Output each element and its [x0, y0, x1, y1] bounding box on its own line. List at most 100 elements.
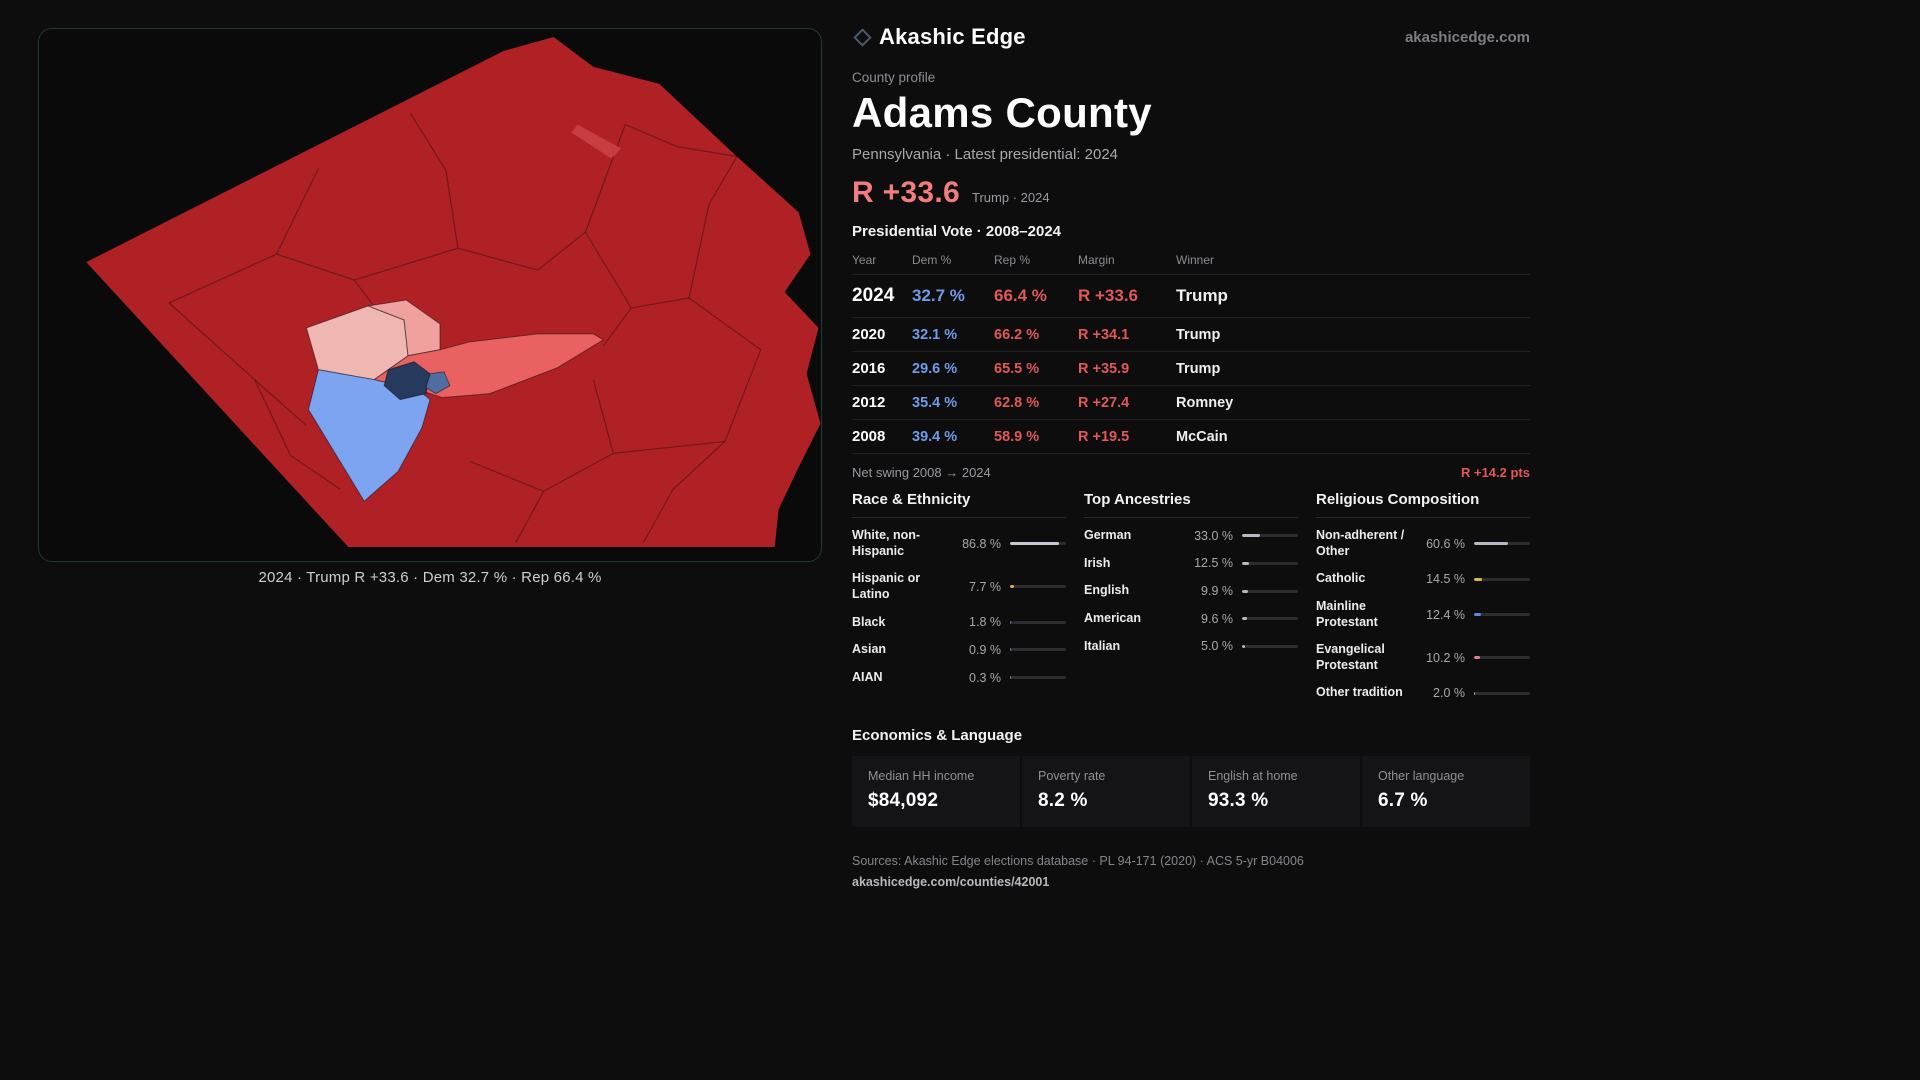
race-ethnicity-column: Race & Ethnicity White, non-Hispanic 86.… — [852, 491, 1066, 707]
headline-margin-note: Trump · 2024 — [972, 190, 1050, 205]
vote-margin: R +27.4 — [1078, 395, 1130, 411]
demo-bar — [1242, 589, 1298, 593]
demo-label: American — [1084, 610, 1141, 625]
economics-stats-strip: Median HH income $84,092 Poverty rate 8.… — [852, 756, 1530, 827]
vote-rep-pct: 65.5 % — [994, 361, 1040, 377]
county-precinct-map[interactable] — [39, 29, 821, 561]
demo-bar — [1474, 577, 1530, 581]
demo-bar — [1474, 656, 1530, 660]
demo-label: English — [1084, 583, 1130, 598]
demo-value: 0.9 % — [969, 642, 1001, 657]
demo-label: Catholic — [1316, 571, 1366, 586]
demographics-section: Race & Ethnicity White, non-Hispanic 86.… — [852, 491, 1530, 707]
ancestries-column: Top Ancestries German 33.0 % Irish 12.5 … — [1084, 491, 1298, 707]
vote-dem-pct: 32.1 % — [912, 327, 958, 343]
demo-label: Mainline Protestant — [1316, 598, 1378, 629]
demo-value: 9.9 % — [1201, 584, 1233, 599]
demo-bar — [1010, 648, 1066, 652]
demo-bar — [1242, 644, 1298, 648]
brand-name[interactable]: Akashic Edge — [879, 24, 1026, 49]
demo-label: Italian — [1084, 638, 1121, 653]
demo-value: 60.6 % — [1426, 536, 1465, 551]
demo-label: Evangelical Protestant — [1316, 642, 1385, 672]
demo-row: AIAN 0.3 % — [852, 664, 1066, 692]
stat-label: Other language — [1378, 769, 1465, 783]
vote-year: 2024 — [852, 285, 895, 306]
vote-winner: McCain — [1176, 429, 1228, 445]
vote-winner: Trump — [1176, 286, 1228, 305]
precinct-dem-dark — [383, 361, 431, 401]
presidential-vote-table: Year Dem % Rep % Margin Winner 2024 32.7… — [852, 244, 1530, 454]
demo-bar — [1010, 542, 1066, 546]
demo-value: 14.5 % — [1426, 572, 1465, 587]
demo-bar — [1474, 691, 1530, 695]
demo-row: Evangelical Protestant 10.2 % — [1316, 636, 1530, 679]
stat-value: 8.2 % — [1038, 790, 1088, 811]
stat-value: 6.7 % — [1378, 790, 1428, 811]
vote-winner: Trump — [1176, 361, 1221, 377]
demo-bar — [1242, 617, 1298, 621]
demo-row: Italian 5.0 % — [1084, 633, 1298, 661]
demo-bar — [1474, 542, 1530, 546]
vote-row-2008: 2008 39.4 % 58.9 % R +19.5 McCain — [852, 420, 1530, 454]
precinct-dem-mid — [425, 371, 451, 395]
economics-title: Economics & Language — [852, 727, 1023, 744]
stat-value: 93.3 % — [1208, 790, 1269, 811]
kicker-label: County profile — [852, 70, 936, 85]
stat-label: Poverty rate — [1038, 769, 1106, 783]
demo-label: Non-adherent / Other — [1316, 528, 1405, 558]
demo-value: 33.0 % — [1194, 528, 1233, 543]
net-swing-value: R +14.2 pts — [1460, 465, 1530, 480]
demo-row: Catholic 14.5 % — [1316, 565, 1530, 593]
demo-value: 0.3 % — [969, 670, 1001, 685]
vote-dem-pct: 32.7 % — [912, 286, 965, 305]
county-outline-shape — [86, 36, 821, 548]
demo-label: Irish — [1084, 555, 1111, 570]
demo-value: 7.7 % — [969, 579, 1001, 594]
vote-year: 2012 — [852, 394, 886, 411]
race-ethnicity-title: Race & Ethnicity — [852, 491, 1066, 518]
demo-label: White, non-Hispanic — [852, 528, 921, 558]
brand-domain-link[interactable]: akashicedge.com — [1404, 28, 1530, 46]
demo-row: White, non-Hispanic 86.8 % — [852, 522, 1066, 565]
vote-year: 2016 — [852, 360, 886, 377]
precinct-light-streak — [571, 124, 622, 159]
demo-bar — [1242, 561, 1298, 565]
vote-row-2024: 2024 32.7 % 66.4 % R +33.6 Trump — [852, 275, 1530, 318]
demo-row: American 9.6 % — [1084, 605, 1298, 633]
precinct-map-panel — [38, 28, 822, 562]
demo-value: 86.8 % — [962, 536, 1001, 551]
demo-row: Other tradition 2.0 % — [1316, 679, 1530, 707]
stat-other-language: Other language 6.7 % — [1362, 756, 1530, 827]
col-header-year: Year — [852, 253, 877, 267]
county-profile-panel: Akashic Edge akashicedge.com County prof… — [852, 24, 1530, 892]
demo-value: 1.8 % — [969, 615, 1001, 630]
demo-row: German 33.0 % — [1084, 522, 1298, 550]
demo-row: Non-adherent / Other 60.6 % — [1316, 522, 1530, 565]
vote-row-2016: 2016 29.6 % 65.5 % R +35.9 Trump — [852, 352, 1530, 386]
demo-label: AIAN — [852, 669, 883, 684]
demo-bar — [1010, 585, 1066, 589]
stat-value: $84,092 — [868, 790, 939, 811]
net-swing-row: Net swing 2008 → 2024 R +14.2 pts — [852, 454, 1530, 489]
demo-value: 12.4 % — [1426, 607, 1465, 622]
net-swing-label: Net swing 2008 → 2024 — [852, 465, 991, 480]
demo-bar — [1474, 613, 1530, 616]
stat-label: English at home — [1208, 769, 1298, 783]
headline-margin-value: R +33.6 — [852, 176, 961, 209]
demo-label: Hispanic or Latino — [852, 571, 921, 601]
precinct-boundaries — [168, 112, 762, 544]
demo-row: Black 1.8 % — [852, 609, 1066, 637]
vote-rep-pct: 58.9 % — [994, 429, 1040, 445]
vote-row-2012: 2012 35.4 % 62.8 % R +27.4 Romney — [852, 386, 1530, 420]
vote-dem-pct: 39.4 % — [912, 429, 958, 445]
demo-value: 2.0 % — [1433, 686, 1465, 701]
demo-bar — [1010, 676, 1066, 680]
vote-winner: Romney — [1176, 395, 1234, 411]
col-header-rep: Rep % — [994, 253, 1031, 267]
map-caption: 2024 · Trump R +33.6 · Dem 32.7 % · Rep … — [258, 569, 602, 586]
vote-margin: R +35.9 — [1078, 361, 1130, 377]
demo-bar — [1010, 620, 1066, 624]
permalink[interactable]: akashicedge.com/counties/42001 — [852, 874, 1050, 889]
demo-label: German — [1084, 528, 1132, 542]
